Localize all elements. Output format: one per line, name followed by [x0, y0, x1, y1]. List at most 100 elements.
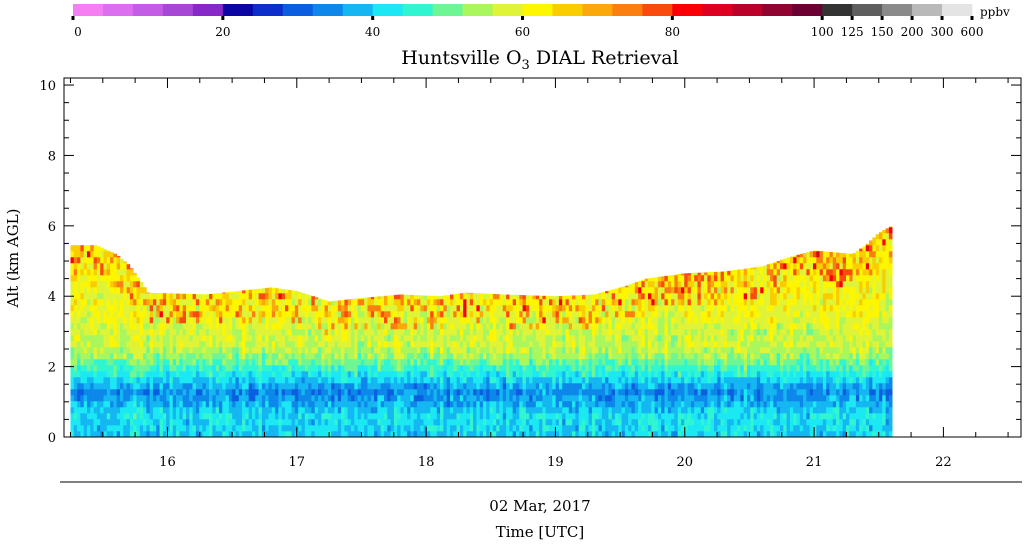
heatmap-cell [364, 299, 368, 306]
heatmap-cell [321, 347, 325, 354]
heatmap-cell [209, 341, 213, 348]
heatmap-cell [631, 341, 636, 348]
heatmap-cell [370, 401, 375, 408]
heatmap-cell [222, 293, 226, 300]
heatmap-cell [275, 329, 279, 336]
heatmap-cell [516, 395, 520, 402]
heatmap-cell [116, 269, 121, 276]
heatmap-cell [473, 431, 477, 437]
heatmap-cell [651, 281, 655, 288]
heatmap-cell [205, 365, 210, 372]
heatmap-cell [90, 371, 94, 378]
heatmap-cell [232, 413, 236, 420]
heatmap-cell [628, 341, 632, 348]
heatmap-cell [535, 341, 540, 348]
heatmap-cell [90, 425, 94, 432]
heatmap-cell [374, 335, 378, 342]
heatmap-cell [525, 347, 530, 354]
heatmap-cell [199, 353, 203, 360]
heatmap-cell [186, 317, 190, 324]
heatmap-cell [446, 299, 451, 306]
heatmap-cell [697, 275, 702, 282]
heatmap-cell [463, 359, 467, 366]
heatmap-cell [651, 317, 655, 324]
heatmap-cell [549, 389, 553, 396]
heatmap-cell [446, 359, 451, 366]
heatmap-cell [265, 299, 269, 306]
heatmap-cell [106, 341, 111, 348]
heatmap-cell [136, 293, 141, 300]
heatmap-cell [268, 299, 273, 306]
heatmap-cell [113, 329, 117, 336]
heatmap-cell [298, 395, 302, 402]
heatmap-cell [248, 335, 253, 342]
heatmap-cell [294, 383, 299, 390]
heatmap-cell [278, 407, 282, 414]
heatmap-cell [641, 293, 645, 300]
heatmap-cell [641, 341, 645, 348]
heatmap-cell [542, 371, 546, 378]
heatmap-cell [265, 407, 269, 414]
heatmap-cell [324, 377, 329, 384]
heatmap-cell [648, 353, 652, 360]
heatmap-cell [552, 296, 556, 300]
heatmap-cell [397, 323, 401, 330]
heatmap-cell [255, 347, 259, 354]
heatmap-cell [351, 347, 355, 354]
heatmap-cell [113, 395, 117, 402]
heatmap-cell [380, 365, 385, 372]
heatmap-cell [278, 365, 282, 372]
heatmap-cell [552, 329, 556, 336]
heatmap-cell [509, 341, 513, 348]
heatmap-cell [677, 419, 682, 426]
heatmap-cell [539, 305, 543, 312]
heatmap-cell [103, 425, 108, 432]
heatmap-cell [671, 413, 675, 420]
heatmap-cell [255, 419, 259, 426]
heatmap-cell [367, 425, 372, 432]
heatmap-cell [595, 365, 599, 372]
heatmap-cell [496, 341, 500, 348]
heatmap-cell [657, 395, 662, 402]
heatmap-cell [179, 425, 183, 432]
heatmap-cell [506, 335, 510, 342]
heatmap-cell [400, 294, 405, 300]
heatmap-cell [502, 329, 507, 336]
heatmap-cell [608, 419, 612, 426]
heatmap-cell [182, 389, 187, 396]
heatmap-cell [657, 431, 662, 437]
heatmap-cell [628, 353, 632, 360]
heatmap-cell [341, 317, 345, 324]
heatmap-cell [182, 359, 187, 366]
heatmap-cell [337, 323, 342, 330]
heatmap-cell [384, 431, 388, 437]
heatmap-cell [681, 275, 685, 282]
heatmap-cell [120, 371, 124, 378]
heatmap-cell [275, 389, 279, 396]
heatmap-cell [222, 317, 226, 324]
heatmap-cell [384, 305, 388, 312]
heatmap-cell [347, 407, 352, 414]
heatmap-cell [651, 277, 655, 282]
heatmap-cell [242, 335, 246, 342]
heatmap-cell [456, 389, 461, 396]
heatmap-cell [126, 317, 131, 324]
heatmap-cell [285, 341, 289, 348]
heatmap-cell [159, 413, 164, 420]
heatmap-cell [684, 395, 688, 402]
heatmap-cell [687, 425, 692, 432]
heatmap-cell [377, 329, 381, 336]
heatmap-cell [149, 413, 154, 420]
heatmap-cell [219, 299, 223, 306]
heatmap-cell [96, 413, 101, 420]
heatmap-cell [697, 281, 702, 288]
heatmap-cell [575, 311, 579, 318]
heatmap-cell [529, 295, 533, 300]
heatmap-cell [506, 419, 510, 426]
heatmap-cell [235, 431, 240, 437]
heatmap-cell [426, 329, 431, 336]
heatmap-cell [133, 287, 137, 294]
heatmap-cell [275, 311, 279, 318]
chart-title: Huntsville O3 DIAL Retrieval [401, 47, 678, 73]
heatmap-cell [624, 377, 629, 384]
